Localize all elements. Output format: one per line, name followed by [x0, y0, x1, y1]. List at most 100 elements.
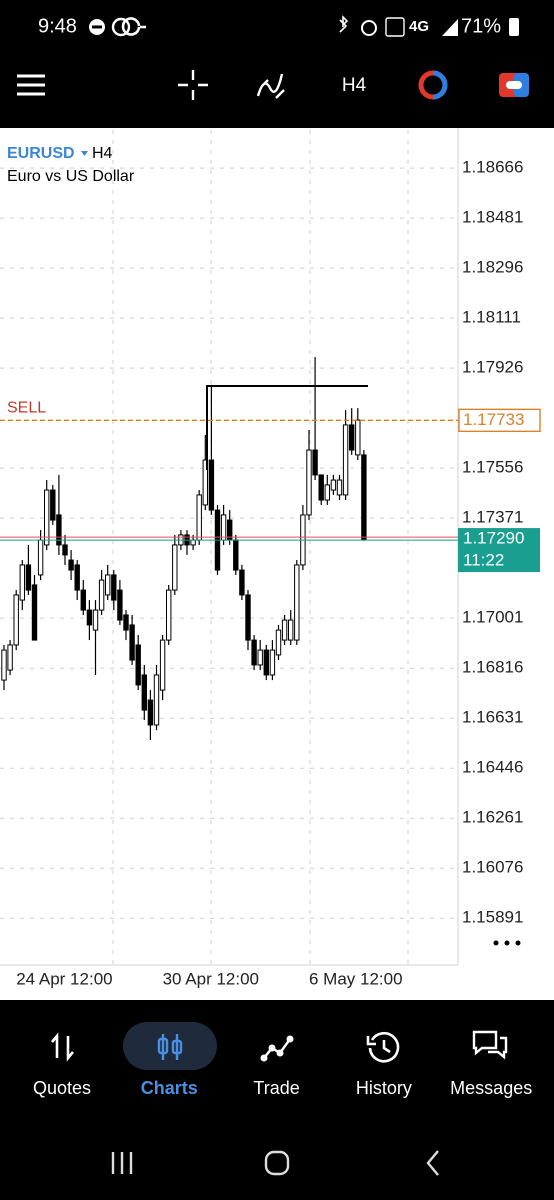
candle-body [251, 639, 257, 666]
dnd-icon [92, 25, 102, 29]
nav-tab[interactable]: Charts [141, 1078, 198, 1098]
whatsapp-icon [111, 17, 131, 37]
candle-body [147, 699, 154, 726]
active-tab-pill [123, 1022, 217, 1070]
candles [1, 357, 367, 741]
candle-body [288, 619, 294, 641]
x-tick-label: 6 May 12:00 [309, 969, 403, 988]
y-tick-label: 1.17556 [462, 458, 523, 477]
order-price: 1.17733 [463, 410, 524, 429]
y-tick-label: 1.17371 [462, 508, 523, 527]
candle-body [245, 594, 251, 641]
candle-body [220, 514, 227, 541]
y-tick-label: 1.16816 [462, 658, 523, 677]
trade-icon[interactable] [260, 1054, 268, 1062]
candle-body [105, 574, 111, 596]
bottom-nav [0, 1000, 554, 1130]
more-button[interactable] [504, 940, 510, 946]
home-button[interactable] [264, 1150, 290, 1176]
signal-icon [442, 19, 458, 36]
trade-icon[interactable] [268, 1044, 276, 1052]
candle-body [92, 609, 99, 631]
candle-body [7, 644, 13, 671]
crosshair-button[interactable] [178, 70, 208, 100]
candle-body [13, 594, 19, 646]
timeframe-button[interactable]: H4 [342, 75, 367, 96]
candle-body [324, 484, 331, 501]
battery-label: 71% [461, 15, 501, 37]
clock: 9:48 [38, 15, 77, 37]
one-click-button[interactable] [506, 81, 522, 89]
y-tick-label: 1.17926 [462, 358, 523, 377]
nav-tab[interactable]: History [356, 1078, 412, 1098]
candle-body [208, 459, 215, 511]
candle-body [202, 459, 209, 506]
candle-body [117, 589, 123, 621]
x-tick-label: 24 Apr 12:00 [16, 969, 112, 988]
candle-body [269, 649, 276, 676]
nav-tab[interactable]: Quotes [33, 1078, 91, 1098]
symbol: EURUSD [7, 145, 75, 162]
more-button[interactable] [493, 940, 499, 946]
candle-body [141, 674, 148, 711]
trade-icon[interactable] [286, 1035, 294, 1043]
bid-time: 11:22 [463, 551, 504, 570]
y-tick-label: 1.16631 [462, 708, 523, 727]
candle-body [281, 619, 288, 641]
candle-body [239, 569, 245, 596]
candle-body [68, 559, 74, 571]
candle-body [166, 589, 172, 641]
hotspot-icon [361, 20, 377, 36]
menu-button[interactable] [17, 74, 45, 96]
candle-body [44, 489, 50, 546]
nav-tab[interactable]: Trade [253, 1078, 299, 1098]
candle-body [330, 479, 337, 491]
candle-body [190, 539, 196, 546]
candle-body [172, 544, 178, 591]
candle-body [275, 629, 282, 656]
drawn-line [206, 385, 368, 470]
recents-button[interactable] [111, 1152, 133, 1174]
history-icon[interactable] [366, 1031, 400, 1063]
charts-icon[interactable] [171, 1039, 183, 1055]
candle-body [123, 614, 129, 631]
candle-body [318, 474, 324, 501]
candle-body [196, 494, 202, 541]
grid [0, 167, 458, 919]
back-button[interactable] [426, 1150, 439, 1176]
y-tick-label: 1.17001 [462, 608, 523, 627]
indicators-button[interactable] [256, 73, 285, 99]
bid-price: 1.17290 [463, 529, 524, 548]
trade-button[interactable] [432, 70, 448, 100]
candle-body [74, 564, 80, 591]
symbol-description: Euro vs US Dollar [7, 168, 135, 185]
order-label: SELL [7, 400, 46, 417]
candle-body [129, 624, 135, 661]
messages-icon[interactable] [472, 1030, 508, 1060]
nav-tab[interactable]: Messages [450, 1078, 532, 1098]
candle-body [336, 479, 343, 496]
trade-icon[interactable] [276, 1049, 284, 1057]
candle-body [111, 574, 117, 601]
bid-box [458, 528, 540, 573]
more-button[interactable] [515, 940, 521, 946]
order-price-box [458, 408, 541, 433]
candle-body [31, 584, 38, 641]
candle-body [86, 609, 93, 626]
symbol-dropdown[interactable] [81, 151, 88, 156]
candle-body [361, 454, 367, 541]
quotes-icon[interactable] [51, 1032, 74, 1062]
candle-body [355, 419, 361, 456]
candle-body [62, 544, 68, 556]
candle-body [50, 489, 56, 521]
battery-icon [509, 18, 519, 36]
charts-icon[interactable] [157, 1037, 169, 1055]
candle-body [312, 449, 318, 476]
trade-icon[interactable] [263, 1038, 291, 1059]
google-icon [121, 17, 146, 36]
candle-body [342, 424, 349, 496]
volte-icon [385, 17, 405, 37]
y-tick-label: 1.18111 [462, 308, 521, 327]
x-tick-label: 30 Apr 12:00 [163, 969, 259, 988]
y-tick-label: 1.16076 [462, 858, 523, 877]
